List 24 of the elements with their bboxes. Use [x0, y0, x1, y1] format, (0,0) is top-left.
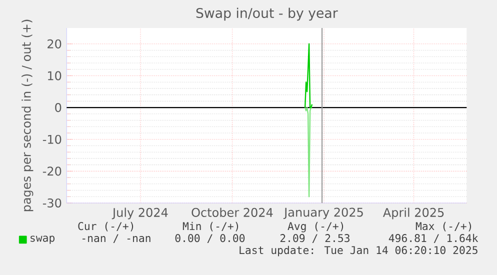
y-tick-label: -20	[42, 166, 62, 176]
text: 2.09 / 2.53	[280, 234, 350, 243]
y-tick-label: -30	[42, 198, 62, 208]
y-tick-label: 20	[48, 39, 62, 48]
y-axis-title: pages per second in (-) / out (+)	[22, 20, 34, 212]
x-tick-label: July 2024	[112, 208, 168, 220]
legend-label: swap	[30, 236, 55, 244]
text: Min (-/+)	[182, 222, 238, 232]
text: -nan / -nan	[82, 234, 150, 243]
text: 496.81 / 1.64k	[388, 234, 478, 243]
text: 0.00 / 0.00	[175, 234, 245, 243]
y-tick-label: -10	[42, 134, 62, 144]
x-tick-label: January 2025	[283, 208, 363, 220]
y-tick-label: 0	[55, 103, 62, 112]
x-tick-label: April 2025	[382, 208, 444, 220]
text: Avg (-/+)	[288, 222, 344, 232]
line-series	[304, 106, 313, 198]
text: Cur (-/+)	[78, 222, 134, 232]
text: Max (-/+)	[416, 222, 472, 232]
text: Last update: Tue Jan 14 06:20:10 2025	[240, 246, 478, 256]
chart-title: Swap in/out - by year	[196, 8, 338, 21]
line-series	[304, 43, 313, 108]
y-tick-label: 10	[48, 71, 62, 80]
x-tick-label: October 2024	[192, 208, 273, 217]
